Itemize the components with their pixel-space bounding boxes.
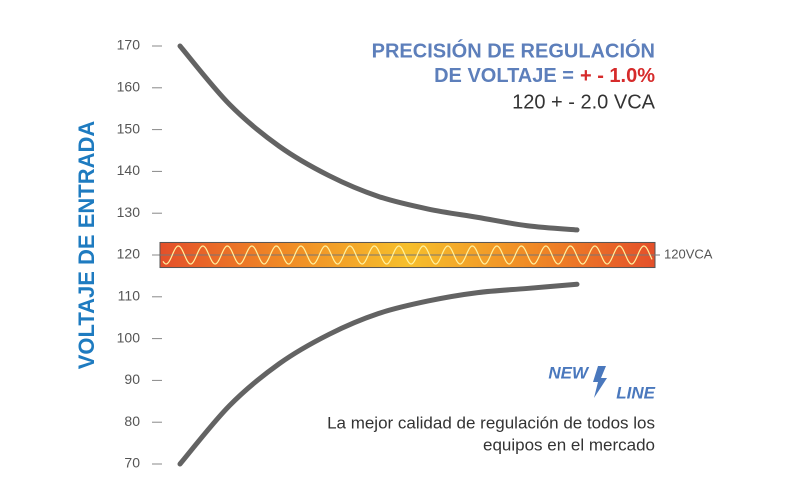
y-tick-label: 120	[117, 246, 141, 262]
y-tick-label: 90	[124, 371, 140, 387]
y-axis-label: VOLTAJE DE ENTRADA	[74, 121, 99, 370]
curve	[177, 281, 580, 467]
reference-label: 120VCA	[664, 246, 713, 261]
title-text: DE VOLTAJE =	[434, 65, 574, 87]
logo-bolt	[593, 366, 607, 398]
y-tick-label: 70	[124, 455, 140, 471]
y-tick-label: 140	[117, 162, 141, 178]
y-tick-label: 110	[118, 288, 141, 304]
subtitle: 120 + - 2.0 VCA	[512, 91, 656, 113]
logo-bottom: LINE	[616, 383, 655, 402]
y-tick-label: 130	[117, 204, 141, 220]
caption-line: equipos en el mercado	[483, 435, 655, 454]
caption-line: La mejor calidad de regulación de todos …	[327, 413, 655, 432]
y-tick-label: 150	[117, 120, 141, 136]
wave	[162, 245, 653, 265]
title-line: PRECISIÓN DE REGULACIÓN	[372, 38, 655, 62]
y-tick-label: 80	[124, 413, 140, 429]
curve	[177, 43, 580, 233]
logo-top: NEW	[548, 363, 590, 382]
y-tick-label: 100	[117, 329, 141, 345]
title-highlight: + - 1.0%	[580, 65, 655, 87]
y-tick-label: 160	[117, 79, 141, 95]
logo: NEW LINE	[548, 363, 655, 402]
y-tick-label: 170	[117, 37, 141, 53]
title-line: DE VOLTAJE = + - 1.0%	[434, 65, 655, 87]
